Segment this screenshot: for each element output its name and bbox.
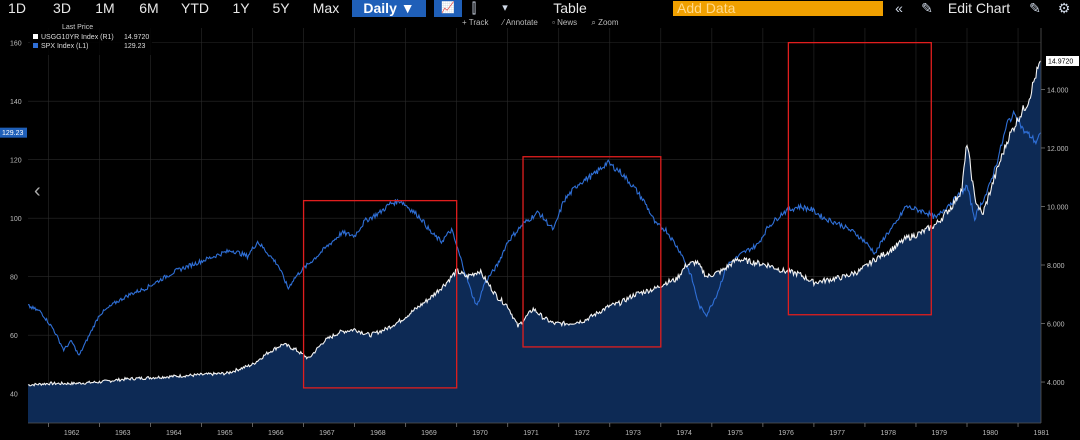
annotation-box-2 <box>522 156 662 348</box>
left-tick-label: 120 <box>10 158 22 165</box>
left-tick-label: 140 <box>10 99 22 106</box>
x-tick-label: 1962 <box>64 430 80 437</box>
range-ytd-button[interactable]: YTD <box>181 0 209 16</box>
range-3d-button[interactable]: 3D <box>53 0 71 16</box>
left-last-value-badge: 129.23 <box>0 127 27 138</box>
x-tick-label: 1980 <box>983 430 999 437</box>
collapse-icon[interactable]: « <box>895 0 903 16</box>
settings-gear-icon[interactable]: ⚙ <box>1057 0 1071 16</box>
x-tick-label: 1965 <box>217 430 233 437</box>
x-tick-label: 1966 <box>268 430 284 437</box>
x-tick-label: 1969 <box>421 430 437 437</box>
candlestick-icon[interactable]: ⫿ <box>471 0 477 16</box>
legend-label-spx: SPX Index (L1) <box>41 43 88 50</box>
range-1y-button[interactable]: 1Y <box>232 0 250 16</box>
range-6m-button[interactable]: 6M <box>139 0 159 16</box>
svg-text:14.9720: 14.9720 <box>1048 59 1073 66</box>
range-5y-button[interactable]: 5Y <box>272 0 290 16</box>
x-tick-label: 1975 <box>727 430 743 437</box>
range-1m-button[interactable]: 1M <box>95 0 115 16</box>
x-tick-label: 1978 <box>880 430 896 437</box>
table-button[interactable]: Table <box>553 0 587 16</box>
x-tick-label: 1967 <box>319 430 335 437</box>
x-tick-label: 1981 <box>1034 430 1050 437</box>
svg-text:129.23: 129.23 <box>2 130 24 137</box>
x-tick-label: 1976 <box>778 430 794 437</box>
spx-series-line <box>28 109 1042 356</box>
left-axis: 40 60 80 100 120 140 160 <box>10 41 22 399</box>
news-tool[interactable]: ▫ News <box>552 18 578 27</box>
x-tick-label: 1964 <box>166 430 182 437</box>
right-tick-label: 14.000 <box>1047 87 1069 94</box>
legend: Last Price USGG10YR Index (R1) 14.9720 S… <box>30 21 152 55</box>
edit-chart-pencil-icon[interactable]: ✎ <box>921 0 933 16</box>
track-tool[interactable]: + Track <box>462 18 489 27</box>
x-tick-label: 1971 <box>523 430 539 437</box>
chart-subtoolbar: + Track ⁄ Annotate ▫ News ⌕ Zoom <box>462 17 631 28</box>
left-tick-label: 80 <box>10 275 18 282</box>
yield-area-fill <box>28 61 1041 423</box>
price-chart[interactable]: 40 60 80 100 120 140 160 4.000 6.000 8.000 10.000… <box>0 17 1080 440</box>
left-tick-label: 40 <box>10 392 18 399</box>
left-tick-label: 60 <box>10 333 18 340</box>
annotation-boxes <box>302 41 932 389</box>
annotate-icon[interactable]: ✎ <box>1029 0 1041 16</box>
add-data-input[interactable]: Add Data <box>673 1 883 16</box>
legend-swatch-spx <box>33 43 38 48</box>
x-tick-label: 1970 <box>472 430 488 437</box>
chart-toolbar: 1D 3D 1M 6M YTD 1Y 5Y Max Daily ▼ 📈 ⫿ ▾ … <box>0 0 1080 17</box>
yield-series-line <box>27 60 1042 387</box>
edit-chart-button[interactable]: Edit Chart <box>947 0 1011 16</box>
range-1d-button[interactable]: 1D <box>8 0 26 16</box>
line-chart-icon[interactable]: 📈 <box>434 0 462 17</box>
legend-value-yield: 14.9720 <box>124 34 149 41</box>
left-tick-label: 160 <box>10 41 22 48</box>
legend-swatch-yield <box>33 34 38 39</box>
x-tick-label: 1973 <box>625 430 641 437</box>
x-tick-label: 1974 <box>676 430 692 437</box>
annotation-box-1 <box>302 199 458 389</box>
right-tick-label: 4.000 <box>1047 380 1065 387</box>
right-axis: 4.000 6.000 8.000 10.000 12.000 14.000 <box>1040 28 1069 423</box>
left-tick-label: 100 <box>10 216 22 223</box>
x-axis: 1962 1963 1964 1965 1966 1967 1968 1969 1970 1971… <box>28 422 1050 437</box>
right-tick-label: 10.000 <box>1047 204 1069 211</box>
x-tick-label: 1977 <box>829 430 845 437</box>
annotate-tool[interactable]: ⁄ Annotate <box>502 18 538 27</box>
x-tick-label: 1972 <box>574 430 590 437</box>
range-max-button[interactable]: Max <box>312 0 340 16</box>
right-tick-label: 12.000 <box>1047 146 1069 153</box>
right-tick-label: 8.000 <box>1047 263 1065 270</box>
right-last-value-badge: 14.9720 <box>1046 56 1079 67</box>
interval-dropdown[interactable]: Daily ▼ <box>352 0 426 17</box>
chart-type-menu-icon[interactable]: ▾ <box>502 2 508 14</box>
legend-value-spx: 129.23 <box>124 43 146 50</box>
legend-label-yield: USGG10YR Index (R1) <box>41 34 114 41</box>
annotation-box-3 <box>787 41 932 316</box>
legend-header: Last Price <box>62 24 93 31</box>
x-tick-label: 1968 <box>370 430 386 437</box>
x-tick-label: 1979 <box>931 430 947 437</box>
x-tick-label: 1963 <box>115 430 131 437</box>
scroll-left-chevron-icon[interactable]: ‹ <box>34 180 41 202</box>
right-tick-label: 6.000 <box>1047 322 1065 329</box>
zoom-tool[interactable]: ⌕ Zoom <box>591 18 619 27</box>
